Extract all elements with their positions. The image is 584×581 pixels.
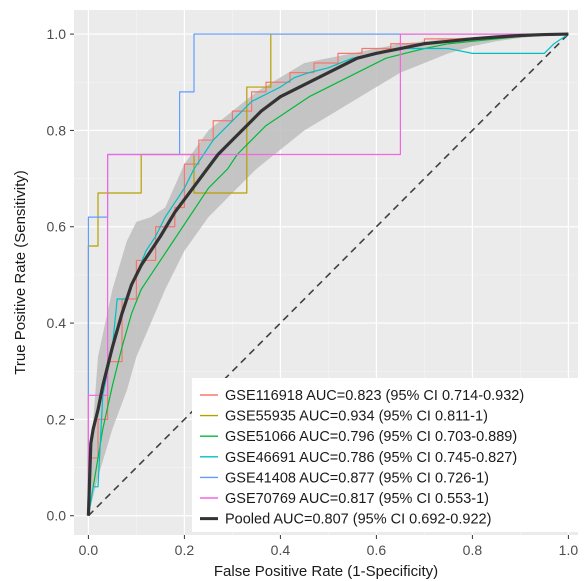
y-tick-label: 0.0 [47, 508, 67, 524]
legend-label-2: GSE51066 AUC=0.796 (95% CI 0.703-0.889) [225, 429, 517, 445]
reference-diagonal-line [87, 33, 569, 517]
series-line-6 [86, 32, 569, 516]
legend-label-4: GSE41408 AUC=0.877 (95% CI 0.726-1) [225, 470, 489, 486]
series-line-2 [87, 33, 569, 516]
legend-box [192, 378, 578, 532]
y-tick-label: 0.2 [47, 411, 67, 427]
x-tick-label: 0.4 [271, 542, 291, 558]
legend-label-5: GSE70769 AUC=0.817 (95% CI 0.553-1) [225, 491, 489, 507]
y-tick-label: 0.8 [47, 122, 67, 138]
legend-label-1: GSE55935 AUC=0.934 (95% CI 0.811-1) [225, 409, 488, 425]
legend-label-6: Pooled AUC=0.807 (95% CI 0.692-0.922) [225, 512, 491, 528]
series-line-5 [87, 33, 569, 516]
x-tick-label: 0.6 [367, 542, 387, 558]
x-axis-title: False Positive Rate (1-Specificity) [214, 563, 438, 580]
x-tick-label: 0.2 [175, 542, 195, 558]
y-tick-label: 0.6 [47, 219, 67, 235]
x-tick-label: 1.0 [559, 542, 579, 558]
legend-label-3: GSE46691 AUC=0.786 (95% CI 0.745-0.827) [225, 450, 517, 466]
legend-label-0: GSE116918 AUC=0.823 (95% CI 0.714-0.932) [225, 388, 524, 404]
y-tick-label: 0.4 [47, 315, 67, 331]
y-tick-label: 1.0 [47, 26, 67, 42]
x-tick-label: 0.8 [463, 542, 483, 558]
x-tick-label: 0.0 [79, 542, 99, 558]
series-line-0 [87, 33, 569, 516]
y-axis-title: True Positive Rate (Sensitivity) [12, 170, 29, 375]
